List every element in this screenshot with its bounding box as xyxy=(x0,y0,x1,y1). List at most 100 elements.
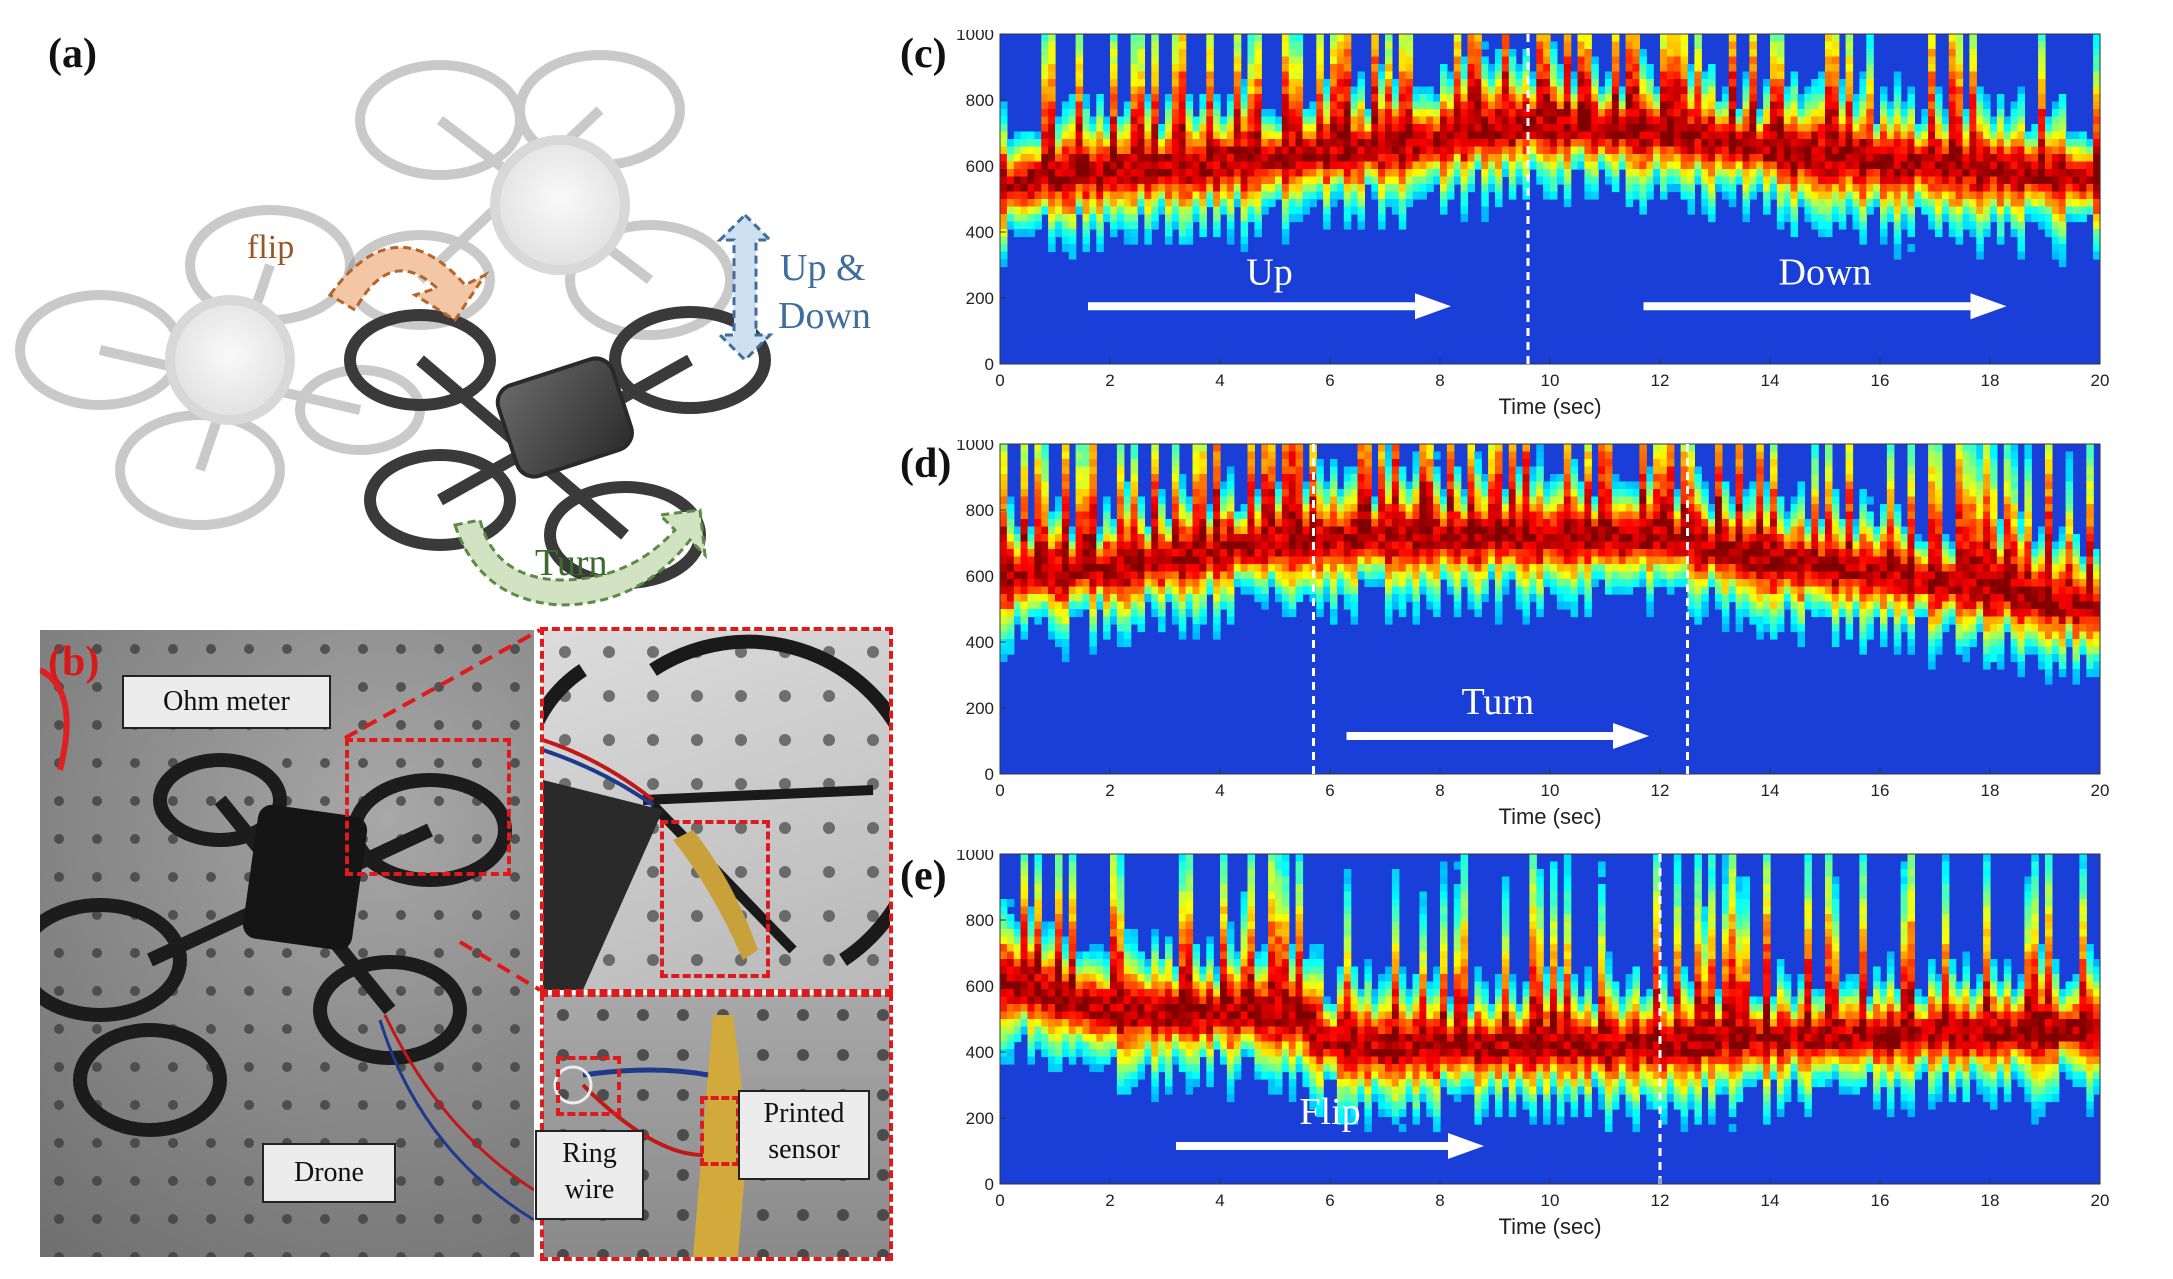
spectrogram-cell xyxy=(1082,601,1090,610)
spectrogram-cell xyxy=(1357,131,1365,140)
spectrogram-cell xyxy=(1446,169,1455,178)
spectrogram-cell xyxy=(1103,571,1111,580)
spectrogram-cell xyxy=(1275,139,1283,148)
spectrogram-cell xyxy=(1371,579,1379,588)
spectrogram-cell xyxy=(1728,86,1737,95)
spectrogram-cell xyxy=(1082,556,1090,565)
spectrogram-cell xyxy=(1385,534,1393,543)
spectrogram-cell xyxy=(1233,131,1242,140)
spectrogram-cell xyxy=(1130,511,1139,520)
spectrogram-cell xyxy=(1144,229,1152,238)
spectrogram-cell xyxy=(1550,579,1558,588)
spectrogram-cell xyxy=(1529,556,1537,565)
spectrogram-cell xyxy=(1948,101,1957,110)
spectrogram-cell xyxy=(1281,214,1290,223)
spectrogram-cell xyxy=(1199,169,1207,178)
spectrogram-cell xyxy=(1941,116,1950,125)
spectrogram-cell xyxy=(1034,206,1042,215)
spectrogram-cell xyxy=(1336,176,1345,185)
spectrogram-cell xyxy=(1330,161,1338,170)
spectrogram-cell xyxy=(1068,109,1077,118)
spectrogram-cell xyxy=(1660,49,1668,58)
spectrogram-cell xyxy=(1220,526,1228,535)
spectrogram-cell xyxy=(1220,191,1228,200)
spectrogram-cell xyxy=(1158,609,1166,618)
spectrogram-cell xyxy=(1206,519,1214,528)
spectrogram-cell xyxy=(1838,176,1847,185)
spectrogram-cell xyxy=(1178,579,1187,588)
spectrogram-cell xyxy=(1103,154,1111,163)
spectrogram-cell xyxy=(1110,116,1118,125)
spectrogram-cell xyxy=(1522,489,1530,498)
spectrogram-cell xyxy=(1550,124,1558,133)
spectrogram-cell xyxy=(1041,526,1049,535)
spectrogram-cell xyxy=(1178,191,1187,200)
spectrogram-cell xyxy=(1488,564,1496,573)
spectrogram-cell xyxy=(1281,511,1290,520)
spectrogram-cell xyxy=(1378,169,1386,178)
spectrogram-cell xyxy=(1171,154,1180,163)
spectrogram-cell xyxy=(1618,556,1627,565)
spectrogram-cell xyxy=(1295,199,1304,208)
spectrogram-cell xyxy=(2045,221,2053,230)
spectrogram-cell xyxy=(1935,139,1943,148)
spectrogram-cell xyxy=(1103,504,1111,513)
spectrogram-cell xyxy=(1206,109,1214,118)
spectrogram-cell xyxy=(1440,86,1448,95)
spectrogram-cell xyxy=(1013,586,1022,595)
spectrogram-cell xyxy=(1371,519,1379,528)
spectrogram-cell xyxy=(1247,556,1255,565)
spectrogram-cell xyxy=(1405,564,1414,573)
spectrogram-cell xyxy=(1165,526,1173,535)
spectrogram-cell xyxy=(1213,146,1221,155)
spectrogram-cell xyxy=(2017,124,2025,133)
spectrogram-cell xyxy=(1646,79,1654,88)
spectrogram-cell xyxy=(1323,206,1331,215)
spectrogram-cell xyxy=(1515,154,1524,163)
spectrogram-cell xyxy=(1467,101,1475,110)
spectrogram-cell xyxy=(1611,534,1620,543)
spectrogram-cell xyxy=(1000,519,1008,528)
spectrogram-cell xyxy=(2038,79,2046,88)
spectrogram-cell xyxy=(1852,146,1860,155)
spectrogram-cell xyxy=(1082,236,1090,245)
spectrogram-cell xyxy=(1178,34,1187,43)
spectrogram-cell xyxy=(1316,459,1324,468)
spectrogram-cell xyxy=(1776,79,1785,88)
spectrogram-cell xyxy=(1254,161,1262,170)
spectrogram-cell xyxy=(1130,169,1139,178)
spectrogram-cell xyxy=(1639,459,1647,468)
spectrogram-cell xyxy=(1213,496,1221,505)
spectrogram-cell xyxy=(1522,116,1530,125)
spectrogram-cell xyxy=(1048,549,1056,558)
spectrogram-cell xyxy=(1398,481,1407,490)
spectrogram-cell xyxy=(1316,519,1324,528)
spectrogram-cell xyxy=(1096,236,1104,245)
spectrogram-cell xyxy=(1446,511,1455,520)
spectrogram-cell xyxy=(1618,124,1627,133)
spectrogram-cell xyxy=(1295,101,1304,110)
spectrogram-cell xyxy=(1866,124,1874,133)
spectrogram-cell xyxy=(1886,109,1895,118)
spectrogram-cell xyxy=(1096,586,1104,595)
spectrogram-cell xyxy=(2051,229,2060,238)
spectrogram-cell xyxy=(1570,564,1579,573)
spectrogram-cell xyxy=(1467,556,1475,565)
spectrogram-cell xyxy=(1391,161,1400,170)
spectrogram-cell xyxy=(1288,176,1297,185)
spectrogram-cell xyxy=(1185,139,1194,148)
spectrogram-cell xyxy=(1323,109,1331,118)
spectrogram-cell xyxy=(1020,579,1029,588)
spectrogram-cell xyxy=(1288,146,1297,155)
spectrogram-cell xyxy=(1357,71,1365,80)
spectrogram-cell xyxy=(1144,191,1152,200)
spectrogram-cell xyxy=(1323,86,1331,95)
spectrogram-cell xyxy=(1825,139,1833,148)
spectrogram-cell xyxy=(1158,146,1166,155)
spectrogram-cell xyxy=(1556,526,1565,535)
spectrogram-cell xyxy=(1426,526,1434,535)
spectrogram-cell xyxy=(1446,184,1455,193)
spectrogram-cell xyxy=(1563,169,1572,178)
spectrogram-cell xyxy=(1543,161,1551,170)
spectrogram-cell xyxy=(1096,579,1104,588)
